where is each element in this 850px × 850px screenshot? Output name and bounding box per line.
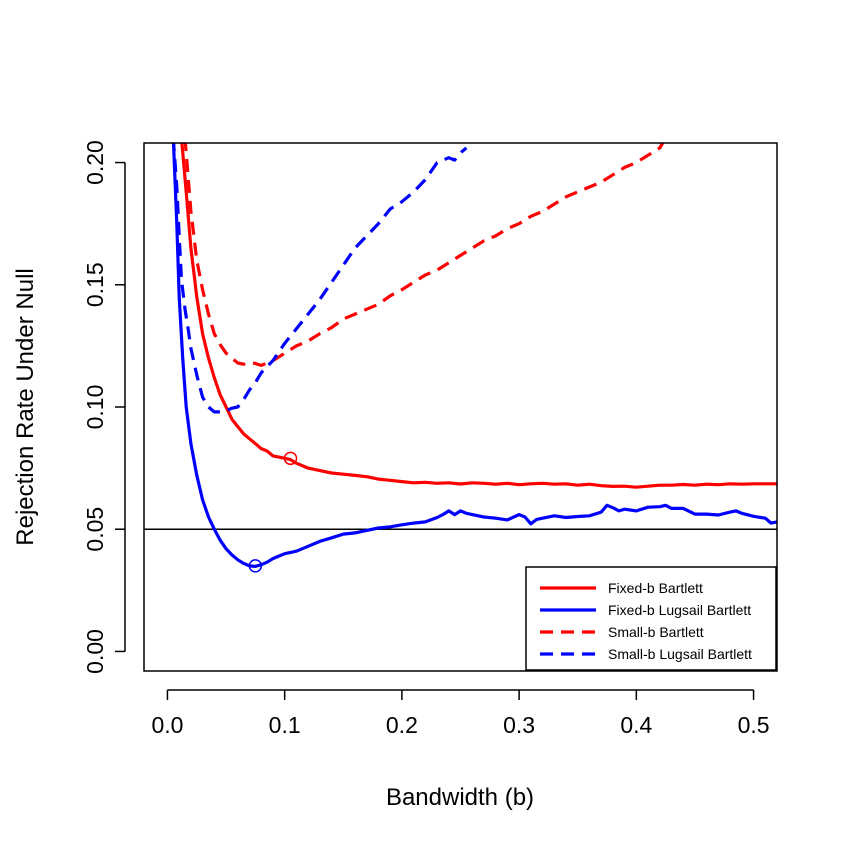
y-tick-label: 0.10 (82, 385, 108, 430)
x-axis: 0.0 0.1 0.2 0.3 0.4 0.5 (151, 689, 770, 738)
x-tick-label: 0.3 (503, 712, 535, 738)
x-tick-label: 0.1 (269, 712, 301, 738)
y-tick-label: 0.00 (82, 629, 108, 674)
legend: Fixed-b Bartlett Fixed-b Lugsail Bartlett… (525, 566, 777, 671)
y-tick-label: 0.05 (82, 507, 108, 552)
y-tick-label: 0.15 (82, 262, 108, 307)
legend-label-1: Fixed-b Bartlett (608, 580, 703, 596)
x-axis-title: Bandwidth (b) (386, 784, 534, 811)
x-tick-label: 0.0 (151, 712, 183, 738)
x-tick-label: 0.4 (620, 712, 652, 738)
marker-circle-1 (283, 451, 298, 466)
x-tick-label: 0.2 (386, 712, 418, 738)
legend-label-4: Small-b Lugsail Bartlett (608, 646, 752, 662)
marker-layer (248, 451, 298, 573)
y-axis: 0.00 0.05 0.10 0.15 0.20 (82, 140, 126, 674)
plot-frame (143, 142, 778, 672)
x-tick-label: 0.5 (738, 712, 770, 738)
marker-circle-2 (248, 559, 263, 573)
legend-label-2: Fixed-b Lugsail Bartlett (608, 602, 751, 618)
series-line-4 (172, 143, 468, 414)
series-layer (171, 143, 777, 569)
series-line-1 (180, 143, 777, 489)
legend-label-3: Small-b Bartlett (608, 624, 704, 640)
series-line-2 (171, 143, 777, 569)
series-line-3 (183, 143, 665, 367)
y-axis-title: Rejection Rate Under Null (12, 268, 39, 545)
y-tick-label: 0.20 (82, 140, 108, 185)
